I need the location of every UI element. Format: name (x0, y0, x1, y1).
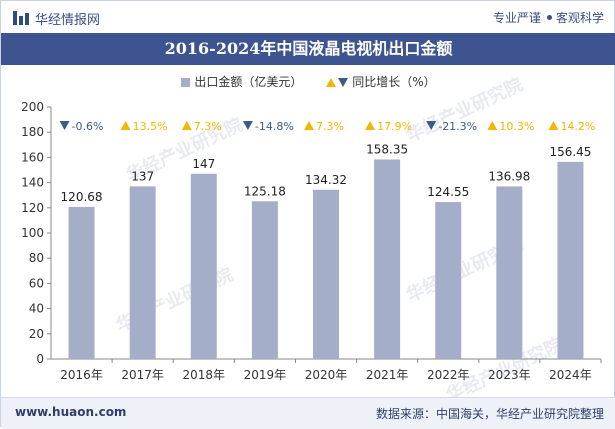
slogan-1: 专业严谨 (492, 11, 541, 25)
x-tick-label: 2019年 (244, 368, 287, 382)
triangle-up-icon (326, 78, 337, 87)
legend-item-export: 出口金额（亿美元） (181, 73, 302, 90)
data-label: 124.55 (427, 185, 469, 199)
growth-up-marker (365, 121, 376, 130)
data-label: 158.35 (366, 142, 408, 156)
legend-label-growth: 同比增长（%） (352, 75, 436, 89)
bar (496, 186, 523, 359)
y-tick-label: 80 (29, 251, 44, 265)
y-tick-label: 60 (29, 276, 44, 290)
bar (374, 159, 401, 359)
data-label: 125.18 (244, 184, 286, 198)
title-bar: 2016-2024年中国液晶电视机出口金额 (1, 33, 615, 65)
legend-item-growth: 同比增长（%） (326, 73, 436, 90)
y-tick-label: 20 (29, 327, 44, 341)
bar (251, 201, 278, 359)
data-source: 数据来源：中国海关，华经产业研究院整理 (375, 407, 604, 421)
x-tick-label: 2023年 (488, 368, 531, 382)
growth-up-marker (487, 121, 498, 130)
slogan-2: 客观科学 (555, 11, 604, 25)
x-tick-label: 2016年 (60, 368, 103, 382)
growth-up-marker (120, 121, 131, 130)
footer-url: www.huaon.com (15, 405, 127, 419)
legend-label-export: 出口金额（亿美元） (194, 75, 303, 89)
footer: www.huaon.com 数据来源：中国海关，华经产业研究院整理 (1, 397, 615, 429)
growth-down-marker (426, 121, 437, 130)
y-tick-label: 120 (21, 201, 44, 215)
brand-name: 华经情报网 (35, 13, 101, 28)
triangle-down-icon (338, 78, 349, 87)
growth-up-marker (181, 121, 192, 130)
growth-label: -21.3% (438, 120, 477, 133)
x-tick-label: 2024年 (549, 368, 592, 382)
legend-bar-swatch (181, 78, 191, 87)
data-label: 120.68 (61, 190, 103, 204)
data-label: 137 (131, 169, 154, 183)
growth-down-marker (59, 121, 70, 130)
legend: 出口金额（亿美元） 同比增长（%） (1, 73, 615, 90)
y-tick-label: 40 (29, 302, 44, 316)
y-tick-label: 200 (21, 100, 44, 114)
x-tick-label: 2021年 (366, 368, 409, 382)
data-label: 156.45 (549, 145, 591, 159)
slogan: 专业严谨 客观科学 (493, 9, 604, 26)
data-label: 134.32 (305, 173, 347, 187)
bar (435, 202, 462, 359)
data-label: 147 (192, 157, 215, 171)
logo-icon (13, 11, 29, 25)
y-tick-label: 100 (21, 226, 44, 240)
growth-up-marker (304, 121, 314, 130)
bar (557, 161, 584, 359)
top-bar: 华经情报网 专业严谨 客观科学 (1, 1, 615, 33)
y-tick-label: 160 (21, 150, 44, 164)
growth-label: 7.3% (194, 120, 222, 133)
x-tick-label: 2017年 (121, 368, 164, 382)
y-tick-label: 0 (36, 352, 44, 366)
growth-label: 14.2% (560, 120, 595, 133)
growth-label: 10.3% (499, 120, 534, 133)
x-tick-label: 2018年 (183, 368, 226, 382)
bar (313, 189, 339, 359)
bullet-icon (546, 15, 552, 20)
bar (68, 206, 95, 359)
growth-label: 13.5% (133, 120, 168, 133)
growth-label: -14.8% (255, 120, 294, 133)
growth-label: 17.9% (377, 120, 412, 133)
y-tick-label: 140 (21, 176, 44, 190)
bar (129, 186, 156, 359)
growth-label: -0.6% (72, 120, 104, 133)
growth-up-marker (548, 121, 559, 130)
data-label: 136.98 (488, 169, 530, 183)
chart-title: 2016-2024年中国液晶电视机出口金额 (164, 39, 453, 58)
y-tick-label: 180 (21, 125, 44, 139)
growth-down-marker (242, 121, 253, 130)
bar (190, 173, 217, 359)
growth-label: 7.3% (316, 120, 344, 133)
x-tick-label: 2022年 (427, 368, 470, 382)
x-tick-label: 2020年 (305, 368, 348, 382)
